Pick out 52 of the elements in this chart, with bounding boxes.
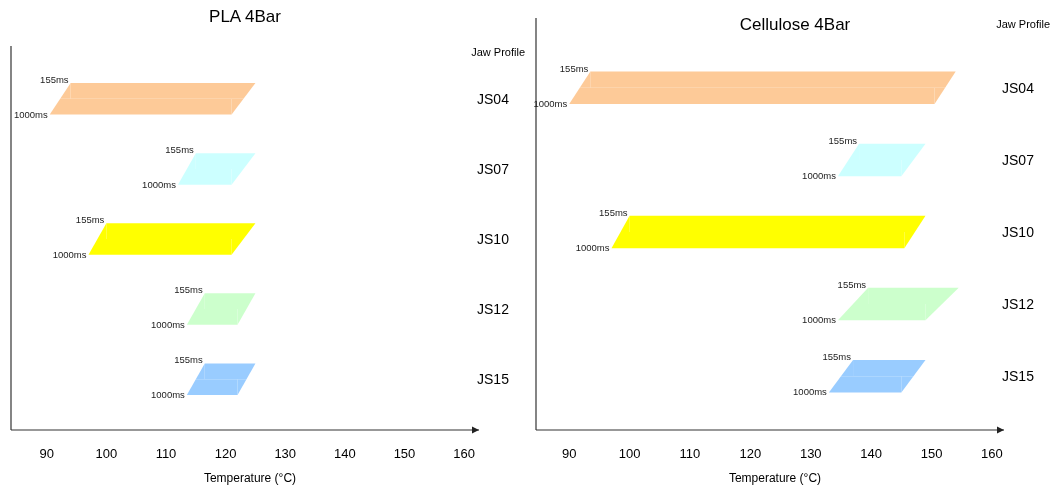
x-tick-label: 130: [799, 446, 822, 461]
text: 155ms: [75, 214, 105, 226]
text: 155ms: [822, 350, 852, 362]
x-tick-label: 140: [860, 446, 882, 461]
y-tick-label: JS15: [1002, 368, 1035, 385]
x-tick-label: 100: [618, 446, 641, 461]
text: 1000ms: [151, 388, 185, 400]
y-tick-label: JS12: [1002, 296, 1035, 313]
y-tick-label: JS04: [477, 90, 510, 107]
text: 155ms: [174, 354, 203, 366]
y-tick-label: JS12: [477, 301, 510, 318]
y-tick-label: JS15: [477, 371, 510, 388]
x-tick-label: 160: [981, 446, 1003, 461]
x-tick-label: 110: [679, 446, 701, 461]
y-tick-label: JS04: [1002, 79, 1035, 96]
y-axis-title: Jaw Profile: [471, 46, 525, 58]
chart-title: Cellulose 4Bar: [739, 15, 851, 34]
text: 155ms: [599, 206, 628, 218]
x-tick-label: 100: [95, 446, 118, 461]
text: 1000ms: [802, 170, 836, 182]
text: 1000ms: [151, 318, 185, 330]
text: 1000ms: [802, 314, 836, 326]
x-tick-label: 120: [214, 446, 237, 461]
y-axis-title: Jaw Profile: [996, 18, 1050, 30]
x-tick-label: 90: [39, 446, 55, 461]
text: 155ms: [828, 134, 858, 146]
y-tick-label: JS10: [1002, 224, 1035, 240]
text: 155ms: [165, 144, 194, 156]
x-tick-label: 150: [393, 446, 416, 461]
text: 155ms: [837, 278, 867, 290]
text: 1000ms: [52, 248, 87, 260]
text: 1000ms: [142, 178, 176, 190]
y-tick-label: JS07: [477, 160, 510, 177]
x-tick-label: 120: [739, 446, 762, 461]
x-tick-label: 110: [155, 446, 177, 461]
x-axis-title: Temperature (°C): [728, 471, 822, 485]
text: 155ms: [174, 284, 203, 296]
x-tick-label: 160: [453, 446, 475, 461]
y-tick-label: JS10: [477, 231, 510, 247]
text: 1000ms: [793, 386, 827, 398]
series-label: 155ms: [559, 62, 589, 74]
x-axis-title: Temperature (°C): [203, 471, 297, 485]
x-tick-label: 150: [920, 446, 943, 461]
series-label: 1000ms: [13, 108, 48, 120]
y-tick-label: JS07: [1002, 151, 1035, 168]
series-label: 155ms: [40, 74, 69, 86]
series-label: 1000ms: [533, 98, 568, 110]
x-tick-label: 140: [334, 446, 356, 461]
text: 1000ms: [575, 242, 610, 254]
x-tick-label: 130: [274, 446, 297, 461]
chart-title: PLA 4Bar: [209, 7, 282, 26]
x-tick-label: 90: [561, 446, 577, 461]
